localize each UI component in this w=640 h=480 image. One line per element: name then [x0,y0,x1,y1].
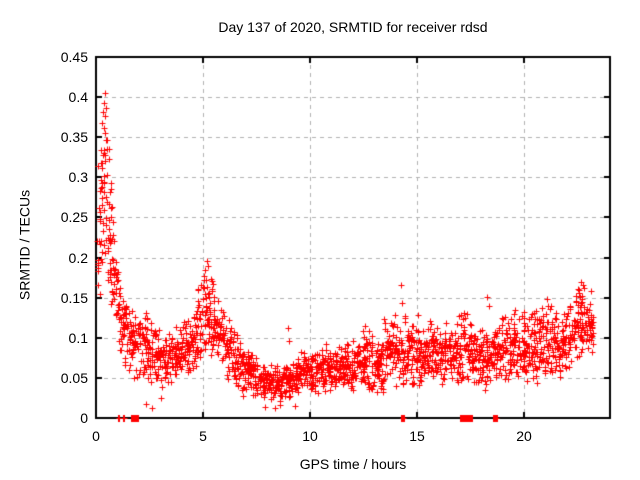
y-tick-label: 0 [80,410,88,426]
y-tick-label: 0.45 [60,49,88,65]
x-tick-label: 5 [199,428,207,444]
y-tick-label: 0.1 [68,330,88,346]
y-tick-label: 0.05 [60,370,88,386]
y-tick-label: 0.15 [60,290,88,306]
chart-title: Day 137 of 2020, SRMTID for receiver rds… [218,19,488,35]
x-tick-label: 20 [516,428,532,444]
x-axis-label: GPS time / hours [299,456,407,472]
y-axis-label: SRMTID / TECUs [16,189,33,301]
y-tick-label: 0.4 [68,89,88,105]
y-tick-label: 0.3 [68,169,88,185]
x-tick-label: 0 [92,428,100,444]
x-tick-label: 15 [409,428,425,444]
y-tick-label: 0.2 [68,250,88,266]
y-tick-label: 0.25 [60,209,88,225]
y-tick-label: 0.35 [60,129,88,145]
x-tick-label: 10 [302,428,318,444]
